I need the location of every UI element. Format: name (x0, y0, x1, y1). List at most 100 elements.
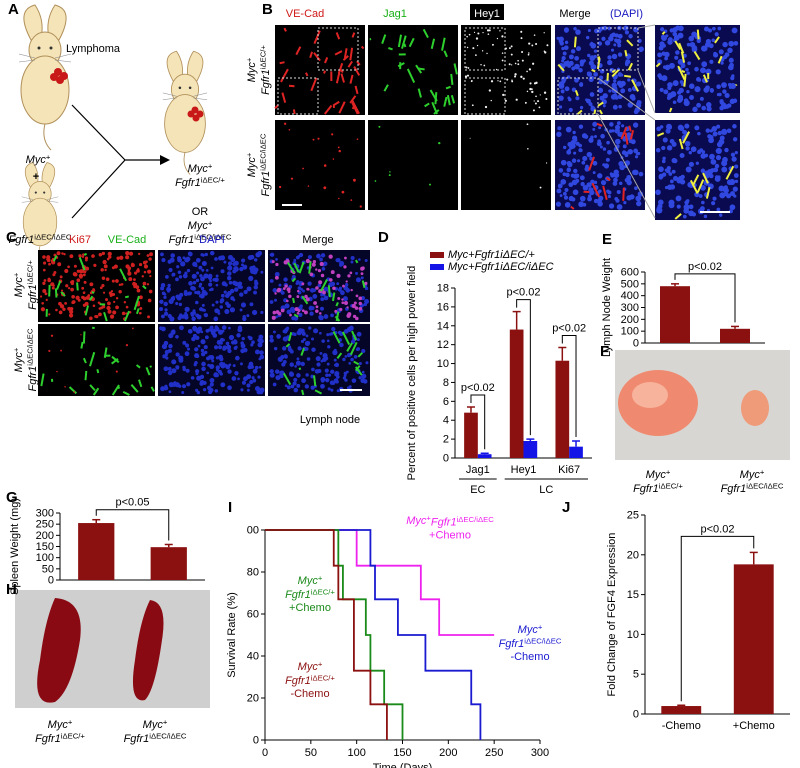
micrograph-vessel (305, 72, 309, 77)
micrograph-cell (167, 348, 172, 353)
micrograph-cell (273, 346, 278, 351)
x-tick-label: 150 (393, 747, 411, 759)
micrograph-cell (719, 100, 724, 105)
micrograph-cell (564, 201, 571, 208)
micrograph-cell (354, 306, 359, 310)
micrograph-cell (183, 291, 189, 297)
micrograph-cell (292, 381, 297, 386)
micrograph-cell (93, 263, 97, 267)
micrograph-vessel (335, 302, 339, 307)
y-tick-label: 0 (633, 709, 639, 721)
micrograph-cell (254, 349, 260, 355)
micrograph-cell (724, 147, 729, 153)
micrograph-cell (179, 292, 184, 297)
micrograph-cell (579, 105, 584, 110)
micrograph-cell (41, 301, 45, 305)
micrograph-cell (610, 48, 615, 52)
micrograph-cell (160, 252, 164, 257)
micrograph-cell (537, 100, 540, 103)
micrograph-vessel (313, 30, 321, 45)
micrograph-cell (564, 28, 569, 33)
micrograph-vessel (88, 295, 94, 301)
micrograph-cell (672, 80, 679, 87)
micrograph-cell (307, 185, 310, 187)
micrograph-cell (635, 195, 642, 202)
micrograph-cell (291, 332, 295, 336)
micrograph-cell (230, 257, 236, 263)
micrograph-vessel (310, 77, 318, 92)
micrograph-cell (128, 277, 133, 282)
micrograph-cell (200, 330, 204, 334)
caption: Lymph node (300, 414, 360, 426)
micrograph-cell (564, 188, 569, 193)
micrograph-vessel (103, 347, 108, 358)
micrograph-cell (676, 97, 683, 103)
micrograph-cell (183, 313, 189, 318)
micrograph-cell (145, 260, 148, 264)
micrograph-cell (73, 264, 77, 268)
micrograph-cell (327, 373, 332, 377)
micrograph-cell (46, 258, 51, 263)
micrograph-cell (659, 125, 664, 129)
micrograph-cell (112, 292, 116, 296)
micrograph-cell (517, 63, 520, 66)
micrograph-cell (314, 369, 320, 374)
micrograph-cell (508, 63, 511, 66)
micrograph-cell (215, 356, 220, 360)
y-tick-label: 0 (633, 338, 639, 350)
micrograph-cell (637, 191, 644, 197)
micrograph-cell (669, 179, 674, 184)
micrograph-cell (220, 293, 225, 298)
micrograph-cell (608, 203, 615, 209)
bar (78, 523, 115, 580)
channel-header: Jag1 (383, 8, 407, 20)
micrograph-cell (226, 275, 232, 281)
micrograph-cell (632, 122, 639, 128)
micrograph-vessel (735, 83, 738, 86)
superscript: + (666, 468, 671, 477)
micrograph-cell (336, 282, 340, 286)
micrograph-cell (712, 196, 717, 201)
micrograph-cell (211, 359, 215, 363)
micrograph-cell (695, 161, 699, 165)
micrograph-cell (617, 132, 622, 137)
micrograph-cell (573, 168, 578, 174)
micrograph-cell (167, 283, 171, 288)
micrograph-cell (315, 305, 319, 309)
micrograph-vessel (343, 48, 348, 59)
micrograph-cell (340, 290, 344, 293)
micrograph-cell (634, 155, 639, 159)
micrograph-cell (299, 304, 303, 308)
micrograph-cell (290, 384, 295, 389)
micrograph-cell (125, 255, 130, 260)
micrograph-cell (486, 29, 490, 32)
micrograph-cell (679, 33, 683, 37)
micrograph-cell (196, 390, 201, 395)
micrograph-cell (192, 261, 198, 267)
micrograph-cell (180, 261, 186, 267)
micrograph-cell (666, 123, 672, 130)
micrograph-cell (683, 208, 690, 214)
micrograph-cell (82, 273, 86, 277)
micrograph-vessel (429, 89, 438, 102)
micrograph-cell (223, 260, 227, 264)
significance-bracket (674, 273, 736, 323)
micrograph-cell (146, 283, 150, 286)
legend-swatch (430, 252, 444, 258)
micrograph-cell (78, 273, 84, 278)
micrograph-cell (190, 285, 195, 291)
micrograph-cell (361, 266, 365, 270)
micrograph-cell (194, 290, 198, 295)
micrograph-cell (631, 96, 636, 101)
arrow-head (160, 155, 170, 165)
micrograph-cell (514, 73, 517, 76)
micrograph-cell (358, 258, 361, 261)
micrograph-cell (358, 306, 363, 311)
micrograph-cell (246, 374, 252, 380)
gene-name: Fgfr1 (35, 733, 61, 745)
gene-name: Fgfr1 (9, 234, 35, 246)
micrograph-vessel (605, 177, 611, 182)
micrograph-cell (59, 304, 65, 309)
micrograph-vessel (624, 50, 628, 57)
micrograph-vessel (314, 389, 323, 395)
